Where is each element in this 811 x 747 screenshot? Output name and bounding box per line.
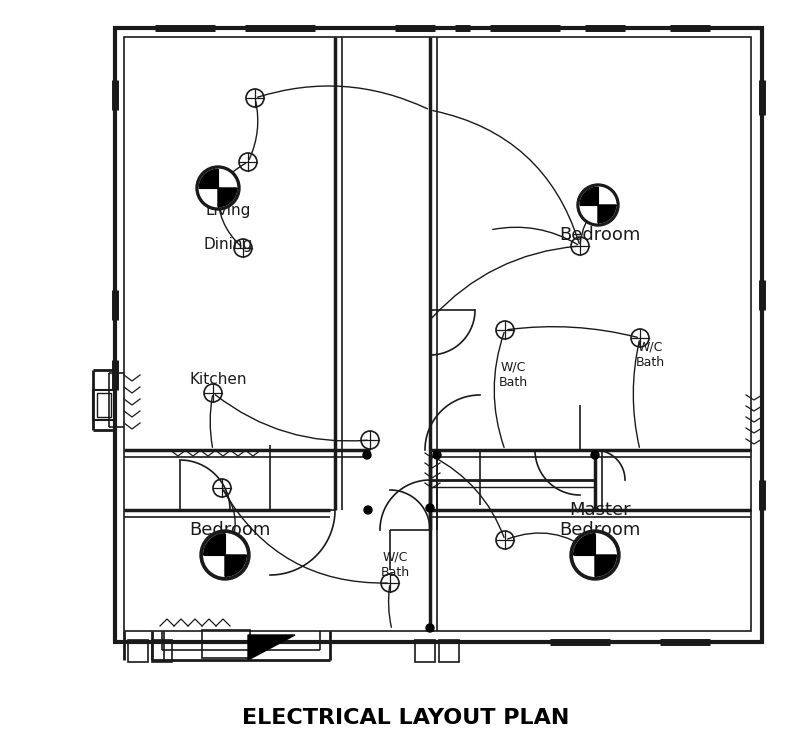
- FancyArrowPatch shape: [492, 227, 577, 244]
- FancyArrowPatch shape: [580, 207, 595, 244]
- Polygon shape: [247, 635, 294, 660]
- FancyArrowPatch shape: [507, 533, 592, 554]
- FancyArrowPatch shape: [215, 394, 367, 441]
- FancyArrowPatch shape: [217, 190, 241, 247]
- FancyArrowPatch shape: [431, 247, 577, 318]
- FancyArrowPatch shape: [210, 396, 212, 447]
- FancyArrowPatch shape: [257, 86, 427, 109]
- Circle shape: [573, 534, 616, 576]
- Circle shape: [195, 166, 240, 210]
- FancyArrowPatch shape: [223, 491, 387, 583]
- Text: W/C
Bath: W/C Bath: [380, 551, 409, 579]
- Circle shape: [199, 170, 237, 207]
- Text: W/C
Bath: W/C Bath: [498, 361, 527, 389]
- Text: W/C
Bath: W/C Bath: [635, 341, 663, 369]
- FancyArrowPatch shape: [249, 101, 257, 160]
- FancyArrowPatch shape: [220, 164, 245, 186]
- Wedge shape: [204, 534, 225, 555]
- Bar: [202, 630, 250, 658]
- Text: Dining: Dining: [203, 238, 252, 252]
- Text: ELECTRICAL LAYOUT PLAN: ELECTRICAL LAYOUT PLAN: [242, 708, 569, 728]
- Bar: [439, 640, 458, 662]
- Circle shape: [200, 530, 250, 580]
- Circle shape: [363, 451, 371, 459]
- Wedge shape: [225, 555, 246, 576]
- Circle shape: [569, 530, 620, 580]
- FancyArrowPatch shape: [633, 341, 638, 447]
- Circle shape: [426, 504, 433, 512]
- Text: Kitchen: Kitchen: [189, 373, 247, 388]
- Wedge shape: [573, 534, 594, 555]
- FancyArrowPatch shape: [494, 332, 504, 447]
- Circle shape: [432, 451, 440, 459]
- Wedge shape: [597, 205, 615, 223]
- Bar: [152, 640, 172, 662]
- Circle shape: [577, 184, 618, 226]
- Text: Master
Bedroom: Master Bedroom: [559, 500, 640, 539]
- Wedge shape: [199, 170, 217, 188]
- Wedge shape: [594, 555, 616, 576]
- Text: Bedroom: Bedroom: [559, 226, 640, 244]
- Text: Living: Living: [205, 202, 251, 217]
- FancyArrowPatch shape: [223, 490, 235, 553]
- Wedge shape: [217, 188, 237, 207]
- Bar: [97, 393, 111, 417]
- Circle shape: [590, 451, 599, 459]
- FancyArrowPatch shape: [432, 456, 504, 537]
- Circle shape: [426, 624, 433, 632]
- Bar: [128, 640, 148, 662]
- Bar: [93, 390, 115, 420]
- Bar: [124, 37, 750, 631]
- Bar: [115, 28, 761, 642]
- Text: Bedroom: Bedroom: [189, 521, 270, 539]
- Circle shape: [579, 187, 615, 223]
- Bar: [414, 640, 435, 662]
- Wedge shape: [579, 187, 597, 205]
- Circle shape: [204, 534, 246, 576]
- FancyArrowPatch shape: [432, 111, 578, 244]
- FancyArrowPatch shape: [507, 326, 637, 338]
- Circle shape: [363, 506, 371, 514]
- FancyArrowPatch shape: [388, 586, 391, 627]
